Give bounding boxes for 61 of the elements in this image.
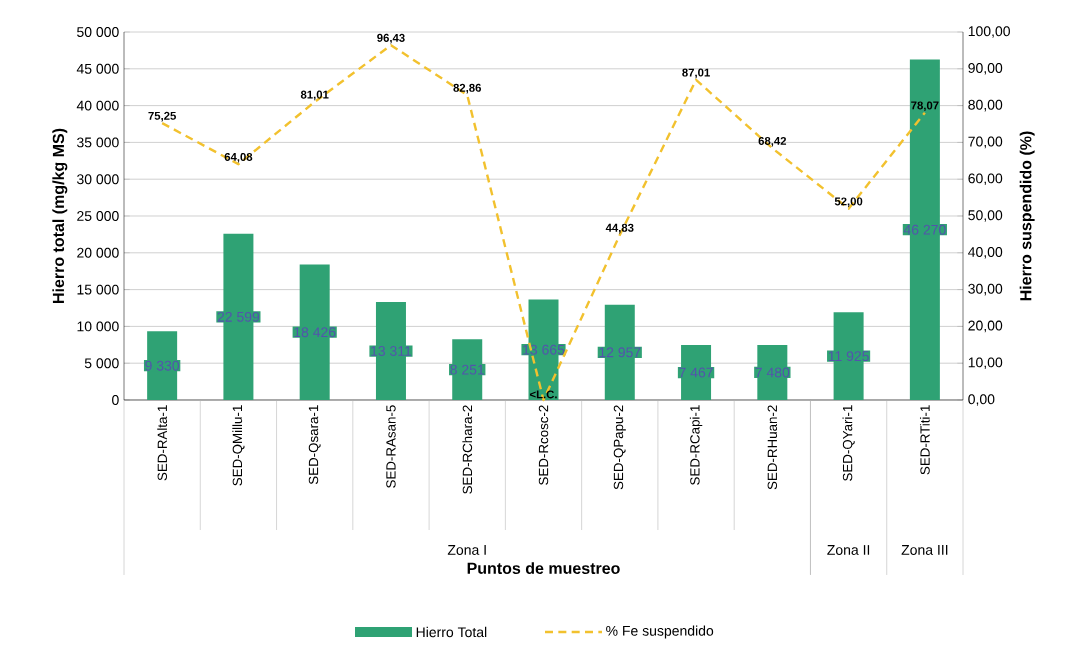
data-label: 7 467 [679, 367, 713, 378]
x-tick-label: SED-QYari-1 [842, 405, 855, 481]
y2-axis-title: Hierro suspendido (%) [1019, 131, 1035, 301]
data-label: 22 599 [217, 311, 260, 322]
legend-label: Hierro Total [416, 626, 487, 638]
data-label: 44,83 [605, 223, 634, 234]
data-label: 9 330 [145, 360, 180, 371]
y-axis-title: Hierro total (mg/kg MS) [52, 128, 68, 303]
y2-tick-label: 60,00 [968, 173, 1003, 185]
y-tick-label: 50 000 [77, 27, 119, 37]
x-tick-label: SED-Qsara-1 [308, 405, 321, 485]
y-tick-label: 45 000 [76, 63, 119, 74]
y2-tick-label: 0,00 [968, 394, 995, 406]
y2-tick-label: 100,00 [968, 26, 1010, 38]
data-label: 13 665 [523, 344, 565, 355]
y2-tick-label: 80,00 [968, 99, 1003, 112]
y2-tick-label: 50,00 [968, 210, 1003, 222]
y2-tick-label: 30,00 [968, 283, 1003, 296]
data-label: 78,07 [911, 101, 939, 112]
data-label: <L.C. [529, 390, 557, 399]
y2-tick-label: 70,00 [968, 136, 1003, 149]
x-tick-label: SED-RAlta-1 [157, 405, 168, 481]
x-tick-label: SED-RTiti-1 [919, 405, 930, 475]
x-tick-label: SED-QMillu-1 [232, 405, 245, 486]
y-tick-label: 40 000 [76, 100, 119, 111]
x-tick-label: SED-RChara-2 [462, 405, 473, 494]
y2-tick-label: 90,00 [968, 63, 1003, 75]
data-label: 12 957 [599, 347, 641, 358]
text: Zona I [447, 545, 486, 555]
x-tick-label: SED-QPapu-2 [613, 405, 626, 490]
y2-tick-label: 20,00 [968, 320, 1003, 333]
x-axis-title: Puntos de muestreo [467, 562, 620, 574]
data-label: 11 925 [828, 351, 869, 362]
x-tick-label: SED-RHuan-2 [767, 405, 778, 490]
y2-tick-label: 40,00 [968, 247, 1003, 259]
data-label: 8 251 [450, 364, 485, 375]
y-tick-label: 5 000 [84, 358, 119, 369]
y-tick-label: 30 000 [77, 174, 119, 185]
data-label: 82,86 [453, 83, 482, 94]
data-label: 18 426 [294, 327, 336, 338]
y-tick-label: 20 000 [77, 247, 119, 258]
y2-tick-label: 10,00 [968, 357, 1003, 369]
y-tick-label: 0 [112, 395, 119, 405]
data-label: 96,43 [377, 33, 405, 44]
y-tick-label: 25 000 [77, 211, 119, 221]
data-label: 81,01 [300, 90, 329, 101]
x-tick-label: SED-RAsan-5 [386, 405, 396, 488]
data-label: 46 270 [903, 224, 946, 235]
data-label: 75,25 [148, 111, 176, 122]
data-label: 7 480 [755, 367, 790, 378]
legend-label: % Fe suspendido [606, 625, 714, 639]
y-tick-label: 15 000 [77, 284, 119, 295]
data-label: 13 311 [371, 346, 412, 356]
y-tick-label: 10 000 [77, 321, 119, 332]
text: Zona III [901, 545, 948, 555]
x-tick-label: SED-RCapi-1 [689, 405, 703, 485]
data-label: 68,42 [758, 136, 787, 147]
x-tick-label: SED-Rcosc-2 [538, 405, 549, 485]
data-label: 87,01 [682, 68, 710, 79]
y-tick-label: 35 000 [77, 137, 119, 148]
text: Zona II [827, 545, 870, 555]
